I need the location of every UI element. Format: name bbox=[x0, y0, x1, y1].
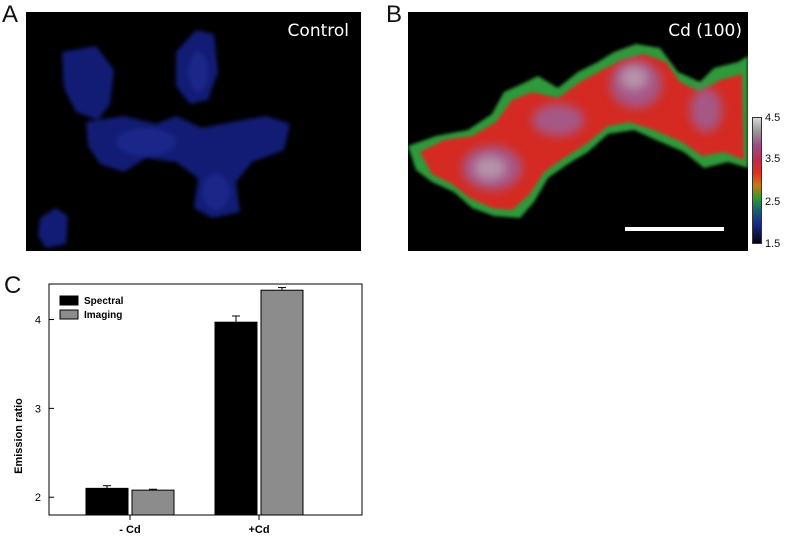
colorbar-tick: 3.5 bbox=[765, 153, 781, 165]
y-tick-label: 3 bbox=[35, 403, 41, 415]
y-tick-label: 2 bbox=[35, 492, 41, 504]
control-label: Control bbox=[287, 21, 349, 41]
panel-letter-b: B bbox=[386, 1, 403, 28]
ratio-colorbar bbox=[752, 117, 762, 244]
colorbar-tick: 1.5 bbox=[765, 238, 781, 250]
bar-imaging-plus-cd bbox=[260, 289, 304, 516]
x-tick-label: +Cd bbox=[248, 524, 269, 536]
colorbar-tick: 4.5 bbox=[765, 112, 781, 124]
control-micrograph: Control bbox=[26, 12, 361, 251]
legend-swatch bbox=[59, 309, 79, 320]
panel-letter-c: C bbox=[4, 272, 22, 299]
scale-bar bbox=[625, 227, 724, 231]
y-tick-label: 4 bbox=[35, 315, 41, 327]
bar-spectral-plus-cd bbox=[214, 321, 258, 516]
y-axis-label: Emission ratio bbox=[13, 398, 25, 474]
panel-letter-a: A bbox=[2, 1, 19, 28]
colorbar-tick: 2.5 bbox=[765, 196, 781, 208]
cd-treated-micrograph: Cd (100) bbox=[408, 12, 748, 251]
plot-frame bbox=[48, 283, 363, 516]
cd-treated-cells-image bbox=[408, 44, 748, 231]
legend-label: Spectral bbox=[84, 296, 124, 307]
bar-imaging-minus-cd bbox=[131, 489, 175, 516]
control-cells-image bbox=[38, 30, 290, 248]
bar-spectral-minus-cd bbox=[85, 487, 129, 516]
x-tick-label: - Cd bbox=[119, 524, 140, 536]
legend-label: Imaging bbox=[84, 310, 122, 321]
emission-ratio-chart: 2 3 4 - Cd +Cd Spectral Imaging Emission rat… bbox=[13, 283, 363, 536]
legend-swatch bbox=[59, 295, 79, 306]
cd-label: Cd (100) bbox=[668, 21, 742, 41]
